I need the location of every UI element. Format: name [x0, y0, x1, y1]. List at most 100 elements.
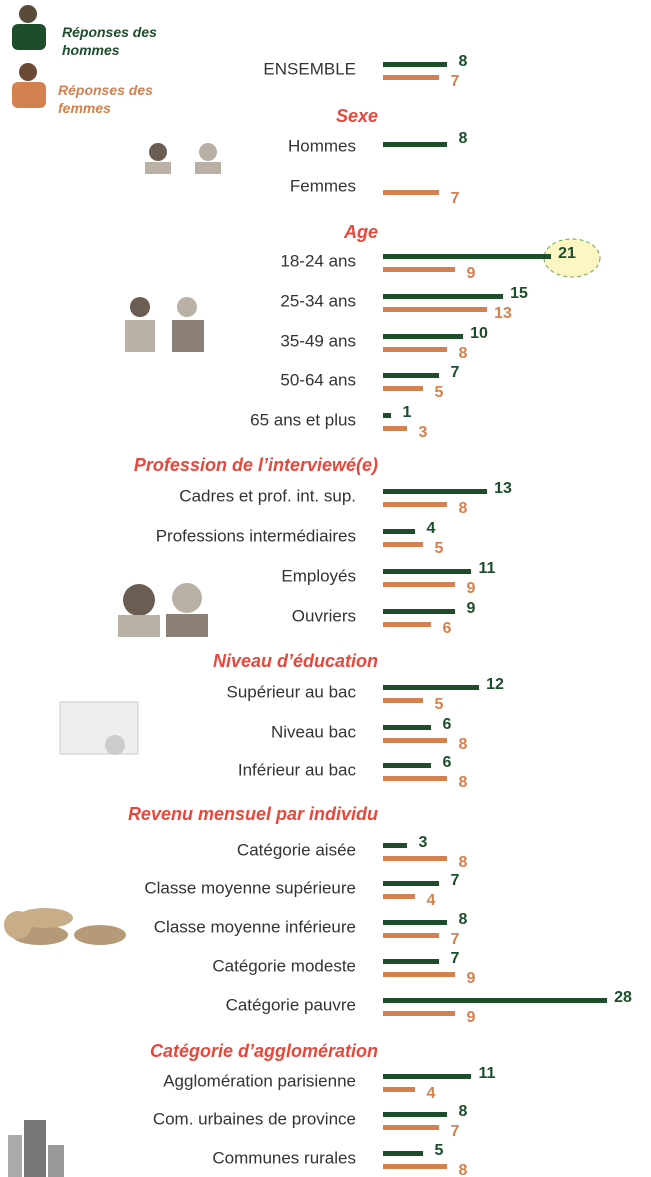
value-label: 7 [451, 950, 460, 967]
bar [383, 920, 447, 925]
highlight [543, 238, 601, 278]
value-label: 11 [479, 1065, 496, 1082]
category-label: Inférieur au bac [238, 760, 357, 779]
value-label: 6 [443, 754, 452, 771]
value-label: 5 [435, 540, 444, 557]
value-label: 8 [459, 911, 468, 928]
category-label: Com. urbaines de province [153, 1109, 356, 1128]
value-label: 8 [459, 736, 468, 753]
bar [383, 307, 487, 312]
category-label: 25-34 ans [280, 291, 356, 310]
value-label: 11 [479, 560, 496, 577]
value-label: 21 [558, 245, 576, 262]
bar [383, 1164, 447, 1169]
bar [383, 972, 455, 977]
category-label: 65 ans et plus [250, 410, 356, 429]
value-label: 9 [467, 970, 476, 987]
value-label: 8 [459, 1162, 468, 1177]
bar [383, 569, 471, 574]
bar [383, 489, 487, 494]
section-title: Profession de l’interviewé(e) [134, 455, 378, 475]
value-label: 5 [435, 696, 444, 713]
value-label: 3 [419, 834, 428, 851]
value-label: 13 [494, 305, 512, 322]
bar [383, 933, 439, 938]
category-label: Catégorie modeste [212, 956, 356, 975]
value-label: 13 [494, 480, 512, 497]
section-title: Revenu mensuel par individu [128, 804, 378, 824]
category-label: Hommes [288, 136, 356, 155]
category-label: ENSEMBLE [263, 59, 356, 78]
category-label: 18-24 ans [280, 251, 356, 270]
bar [383, 502, 447, 507]
value-label: 7 [451, 1123, 460, 1140]
legend-women: Réponses des femmes [58, 82, 153, 116]
category-label: Classe moyenne supérieure [144, 878, 356, 897]
value-label: 7 [451, 73, 460, 90]
value-label: 4 [427, 892, 436, 909]
value-label: 4 [427, 520, 436, 537]
value-label: 8 [459, 854, 468, 871]
category-label: Supérieur au bac [227, 682, 357, 701]
value-label: 8 [459, 345, 468, 362]
bar [383, 763, 431, 768]
value-label: 8 [459, 130, 468, 147]
bar [383, 62, 447, 67]
value-label: 8 [459, 1103, 468, 1120]
bar [383, 843, 407, 848]
bar [383, 738, 447, 743]
bar [383, 725, 431, 730]
bar [383, 609, 455, 614]
category-label: Catégorie pauvre [226, 995, 356, 1014]
value-label: 12 [486, 676, 504, 693]
bar [383, 622, 431, 627]
bar [383, 190, 439, 195]
value-label: 7 [451, 364, 460, 381]
bar [383, 529, 415, 534]
bar [383, 894, 415, 899]
category-label: Professions intermédiaires [156, 526, 356, 545]
section-title: Catégorie d’agglomération [150, 1041, 378, 1061]
section-title: Age [343, 222, 378, 242]
bar [383, 413, 391, 418]
category-label: Ouvriers [292, 606, 356, 625]
value-label: 9 [467, 1009, 476, 1026]
value-label: 5 [435, 384, 444, 401]
bar [383, 776, 447, 781]
bar [383, 254, 551, 259]
value-label: 10 [470, 325, 488, 342]
bar [383, 698, 423, 703]
value-label: 15 [510, 285, 528, 302]
category-label: Employés [281, 566, 356, 585]
category-label: Niveau bac [271, 722, 357, 741]
bar [383, 334, 463, 339]
value-label: 9 [467, 600, 476, 617]
bar [383, 881, 439, 886]
category-label: Cadres et prof. int. sup. [179, 486, 356, 505]
bar [383, 856, 447, 861]
bar [383, 1125, 439, 1130]
bar [383, 386, 423, 391]
bar [383, 294, 503, 299]
value-label: 6 [443, 620, 452, 637]
bar [383, 1087, 415, 1092]
value-label: 6 [443, 716, 452, 733]
section-title: Sexe [336, 106, 378, 126]
category-label: Agglomération parisienne [163, 1071, 356, 1090]
category-label: 35-49 ans [280, 331, 356, 350]
bar [383, 1011, 455, 1016]
category-label: Classe moyenne inférieure [154, 917, 356, 936]
value-label: 7 [451, 872, 460, 889]
bar [383, 685, 479, 690]
value-label: 8 [459, 774, 468, 791]
bar [383, 426, 407, 431]
category-label: Catégorie aisée [237, 840, 356, 859]
section-title: Niveau d’éducation [213, 651, 378, 671]
icons [4, 5, 221, 1177]
value-label: 9 [467, 265, 476, 282]
value-label: 28 [614, 989, 632, 1006]
bar [383, 542, 423, 547]
bar [383, 998, 607, 1003]
